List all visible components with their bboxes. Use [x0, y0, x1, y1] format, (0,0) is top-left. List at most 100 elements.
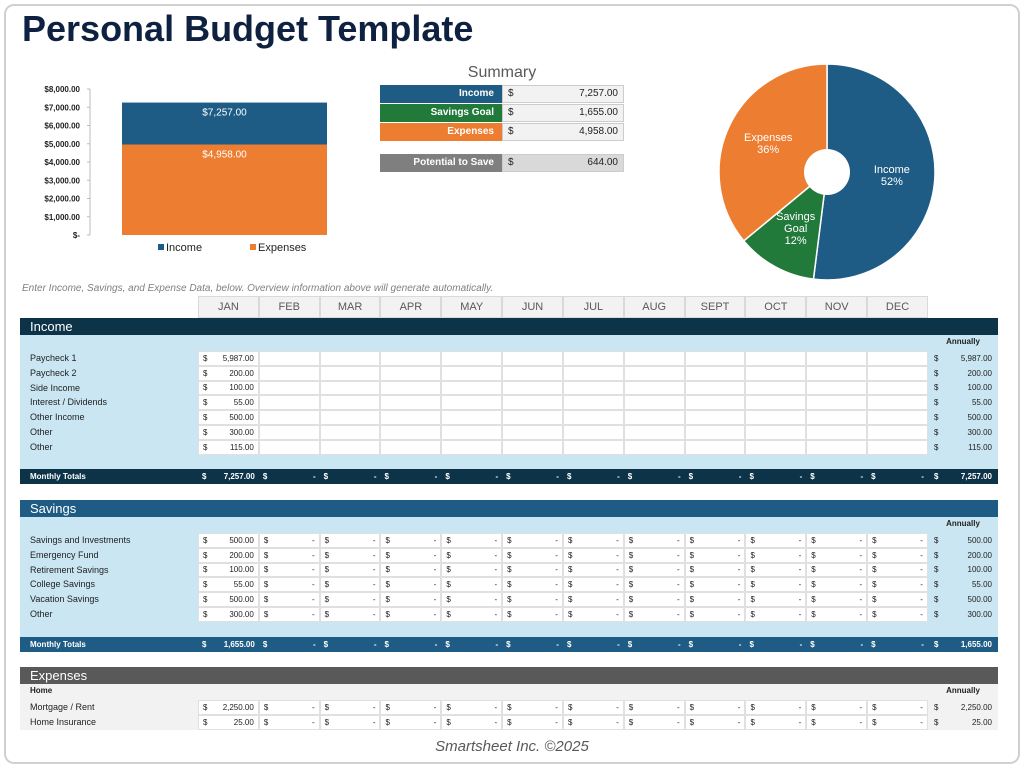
cell-value: 100.00 [967, 383, 992, 393]
currency-sign: $ [506, 640, 511, 649]
currency-sign: $ [263, 702, 269, 712]
currency-sign: $ [934, 427, 939, 437]
currency-sign: $ [385, 595, 390, 605]
pie-percent: 12% [784, 234, 807, 247]
legend-swatch [158, 244, 164, 250]
money-cell: $ - [380, 547, 442, 563]
cell-value: - [311, 550, 315, 560]
legend-label: Income [166, 242, 202, 254]
money-cell: $300.00 [930, 425, 996, 440]
money-cell: $55.00 [198, 395, 259, 411]
money-cell [502, 365, 563, 381]
currency-sign: $ [203, 535, 208, 545]
cell-value: 300.00 [967, 427, 992, 437]
money-cell: $ - [745, 469, 806, 484]
currency-sign: $ [811, 609, 816, 619]
currency-sign: $ [384, 640, 389, 649]
currency-sign: $ [507, 595, 512, 605]
currency-sign: $ [446, 580, 451, 590]
currency-sign: $ [750, 550, 755, 560]
money-cell [258, 365, 320, 381]
currency-sign: $ [934, 398, 939, 408]
money-cell: $500.00 [930, 533, 996, 548]
money-cell [806, 351, 868, 366]
currency-sign: $ [385, 717, 390, 727]
currency-sign: $ [263, 535, 269, 545]
currency-sign: $ [567, 580, 573, 590]
money-cell: $ - [562, 562, 624, 578]
money-cell: $ - [684, 533, 746, 548]
currency-sign: $ [810, 472, 815, 481]
cell-value: - [312, 472, 316, 481]
money-cell [867, 395, 928, 411]
currency-sign: $ [872, 609, 877, 619]
money-cell [319, 439, 381, 455]
money-cell: $ - [806, 592, 868, 607]
cell-value: 300.00 [967, 609, 992, 619]
money-cell: $ - [320, 637, 381, 652]
cell-value: 55.00 [971, 580, 992, 590]
currency-sign: $ [628, 550, 634, 560]
currency-sign: $ [203, 595, 208, 605]
money-cell [684, 410, 746, 425]
cell-value: 100.00 [229, 565, 254, 575]
cell-value: - [798, 580, 802, 590]
currency-sign: $ [263, 565, 269, 575]
row-label: Other Income [30, 412, 85, 423]
money-cell [380, 410, 442, 425]
cell-value: - [676, 580, 680, 590]
cell-value: - [737, 595, 741, 605]
money-cell: $ - [380, 637, 441, 652]
money-cell [562, 380, 624, 396]
money-cell: $500.00 [198, 592, 259, 607]
currency-sign: $ [263, 580, 269, 590]
cell-value: - [494, 595, 498, 605]
cell-value: - [494, 702, 498, 712]
pie-hole [804, 149, 850, 195]
currency-sign: $ [446, 535, 451, 545]
section-title: Income [30, 319, 73, 334]
cell-value: 200.00 [967, 368, 992, 378]
money-cell [319, 351, 381, 366]
currency-sign: $ [567, 609, 573, 619]
pie-category: Savings Goal [776, 210, 816, 235]
money-cell: $200.00 [930, 547, 996, 563]
money-cell: $500.00 [198, 533, 259, 548]
money-cell: $ - [502, 700, 563, 715]
currency-sign: $ [689, 717, 695, 727]
money-cell: $ - [380, 714, 442, 730]
currency-sign: $ [203, 565, 208, 575]
cell-value: - [798, 535, 802, 545]
row-label: Paycheck 2 [30, 367, 77, 378]
cell-value: - [372, 609, 376, 619]
cell-value: - [920, 565, 923, 575]
charts: $- $1,000.00 $2,000.00 $3,000.00 $4,000.00 $5… [44, 63, 936, 281]
money-cell: $ - [380, 700, 442, 715]
summary-label: Expenses [380, 123, 502, 141]
money-cell [319, 410, 381, 425]
cell-value: - [433, 580, 437, 590]
money-cell: $ - [806, 533, 868, 548]
money-cell: $ - [867, 607, 928, 622]
currency-sign: $ [508, 107, 514, 118]
bar [122, 144, 327, 235]
section-subheader: Home [30, 686, 53, 695]
cell-value: 115.00 [229, 442, 254, 452]
cell-value: - [311, 702, 315, 712]
cell-value: - [372, 595, 376, 605]
money-cell [502, 439, 563, 455]
cell-value: - [920, 535, 923, 545]
currency-sign: $ [749, 472, 754, 481]
money-cell [684, 439, 746, 455]
page-title: Personal Budget Template [22, 8, 474, 49]
money-cell: $ - [258, 533, 320, 548]
money-cell: $ - [867, 547, 928, 563]
currency-sign: $ [263, 717, 269, 727]
cell-value: - [737, 609, 741, 619]
currency-sign: $ [750, 702, 755, 712]
currency-sign: $ [688, 640, 694, 649]
y-tick-label: $3,000.00 [44, 176, 80, 185]
currency-sign: $ [627, 472, 633, 481]
money-cell: $ - [684, 547, 746, 563]
currency-sign: $ [810, 640, 815, 649]
